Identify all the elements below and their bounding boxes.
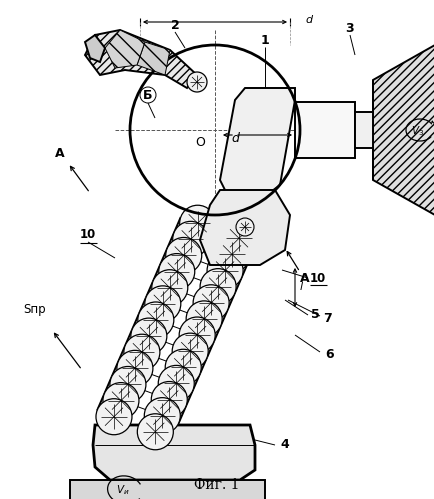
Polygon shape — [70, 480, 264, 499]
Circle shape — [137, 414, 173, 450]
Polygon shape — [105, 30, 145, 68]
Text: Б: Б — [143, 88, 152, 101]
Text: d: d — [230, 132, 238, 145]
Text: Sпр: Sпр — [23, 303, 46, 316]
Text: V$_3$: V$_3$ — [411, 124, 424, 138]
Text: 4: 4 — [280, 439, 289, 452]
Text: 6: 6 — [325, 348, 334, 361]
Circle shape — [124, 334, 160, 370]
Circle shape — [220, 220, 256, 256]
Text: l: l — [299, 282, 302, 292]
Text: А: А — [55, 147, 65, 160]
Circle shape — [187, 72, 207, 92]
Circle shape — [200, 268, 236, 305]
Polygon shape — [85, 30, 197, 88]
Text: 10: 10 — [80, 229, 96, 242]
Text: 7: 7 — [323, 311, 332, 324]
Circle shape — [186, 301, 222, 337]
Bar — [294, 102, 354, 158]
Text: 3: 3 — [345, 21, 354, 34]
Text: Фиг. 1: Фиг. 1 — [194, 478, 239, 492]
Text: 1: 1 — [260, 33, 269, 46]
Text: А: А — [299, 271, 309, 284]
Polygon shape — [93, 425, 254, 480]
Circle shape — [138, 302, 174, 338]
Circle shape — [179, 205, 215, 241]
Text: V$_и$: V$_и$ — [116, 483, 129, 497]
Circle shape — [165, 349, 201, 385]
Circle shape — [158, 253, 194, 289]
Circle shape — [236, 218, 253, 236]
Circle shape — [131, 318, 167, 354]
Polygon shape — [220, 88, 294, 200]
Circle shape — [179, 317, 215, 353]
Polygon shape — [85, 35, 105, 62]
Polygon shape — [137, 42, 170, 75]
Text: O: O — [194, 136, 204, 149]
Circle shape — [96, 399, 132, 435]
Circle shape — [145, 286, 181, 322]
Text: 2: 2 — [170, 18, 179, 31]
Text: d: d — [304, 15, 312, 25]
Polygon shape — [372, 45, 434, 215]
Circle shape — [144, 398, 180, 434]
Bar — [354, 112, 372, 148]
Circle shape — [193, 285, 229, 321]
Circle shape — [151, 270, 187, 306]
Circle shape — [110, 366, 145, 403]
Circle shape — [103, 383, 138, 419]
Text: 5: 5 — [310, 308, 319, 321]
Circle shape — [151, 382, 187, 418]
Circle shape — [158, 365, 194, 401]
Circle shape — [172, 222, 208, 257]
Text: 10: 10 — [309, 271, 326, 284]
Circle shape — [172, 333, 208, 369]
Circle shape — [214, 237, 250, 272]
Circle shape — [207, 252, 243, 288]
Circle shape — [117, 350, 152, 386]
Circle shape — [165, 238, 201, 273]
Polygon shape — [200, 190, 289, 265]
